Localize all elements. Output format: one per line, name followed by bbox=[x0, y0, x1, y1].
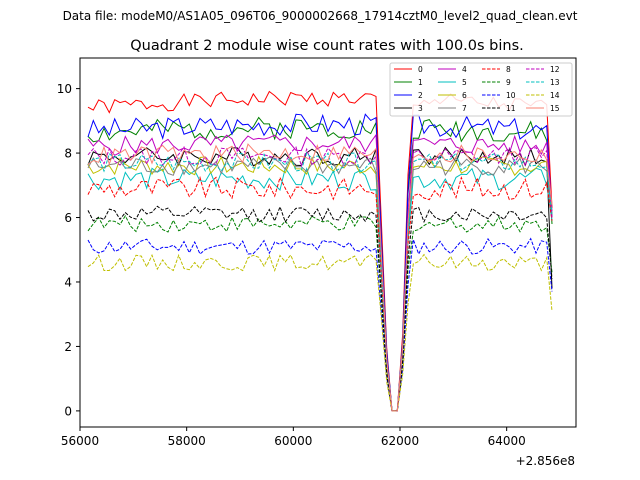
legend-label-12: 12 bbox=[550, 65, 560, 74]
y-tick-label: 4 bbox=[64, 275, 72, 289]
legend-label-13: 13 bbox=[550, 78, 560, 87]
legend-label-6: 6 bbox=[462, 91, 467, 100]
legend-label-10: 10 bbox=[506, 91, 516, 100]
legend-label-5: 5 bbox=[462, 78, 467, 87]
series-line-5 bbox=[87, 166, 553, 412]
series-line-7 bbox=[87, 156, 553, 412]
series-line-13 bbox=[87, 152, 553, 412]
legend-label-14: 14 bbox=[550, 91, 560, 100]
x-tick-label: 64000 bbox=[488, 434, 526, 448]
x-tick-label: 62000 bbox=[381, 434, 419, 448]
plot-frame bbox=[79, 57, 577, 428]
series-layer bbox=[87, 90, 553, 412]
y-tick-label: 8 bbox=[64, 147, 72, 161]
series-line-9 bbox=[87, 214, 553, 412]
series-line-4 bbox=[87, 133, 553, 412]
chart-suptitle: Data file: modeM0/AS1A05_096T06_90000026… bbox=[63, 9, 578, 23]
series-line-10 bbox=[87, 237, 553, 412]
legend-label-11: 11 bbox=[506, 104, 516, 113]
legend-label-3: 3 bbox=[418, 104, 423, 113]
legend-label-0: 0 bbox=[418, 65, 423, 74]
y-tick-label: 2 bbox=[64, 340, 72, 354]
legend-label-4: 4 bbox=[462, 65, 467, 74]
legend-box bbox=[389, 62, 573, 117]
x-offset-label: +2.856e8 bbox=[516, 454, 575, 468]
y-tick-label: 10 bbox=[57, 82, 72, 96]
legend-label-7: 7 bbox=[462, 104, 467, 113]
x-tick-label: 58000 bbox=[168, 434, 206, 448]
y-axis: 0 2 4 6 8 10 bbox=[57, 82, 80, 418]
legend-label-2: 2 bbox=[418, 91, 423, 100]
legend-label-1: 1 bbox=[418, 78, 423, 87]
series-line-6 bbox=[87, 155, 553, 412]
legend-label-15: 15 bbox=[550, 104, 560, 113]
x-tick-label: 60000 bbox=[274, 434, 312, 448]
series-line-2 bbox=[87, 113, 553, 412]
x-tick-label: 56000 bbox=[61, 434, 99, 448]
legend-label-9: 9 bbox=[506, 78, 511, 87]
x-axis: 56000 58000 60000 62000 64000 bbox=[61, 427, 526, 448]
legend-label-8: 8 bbox=[506, 65, 511, 74]
series-line-15 bbox=[87, 143, 553, 412]
y-tick-label: 6 bbox=[64, 211, 72, 225]
y-tick-label: 0 bbox=[64, 404, 72, 418]
chart-title: Quadrant 2 module wise count rates with … bbox=[130, 38, 524, 54]
series-line-8 bbox=[87, 175, 553, 412]
series-line-14 bbox=[87, 253, 553, 412]
series-line-11 bbox=[87, 205, 553, 412]
series-line-12 bbox=[87, 146, 553, 412]
